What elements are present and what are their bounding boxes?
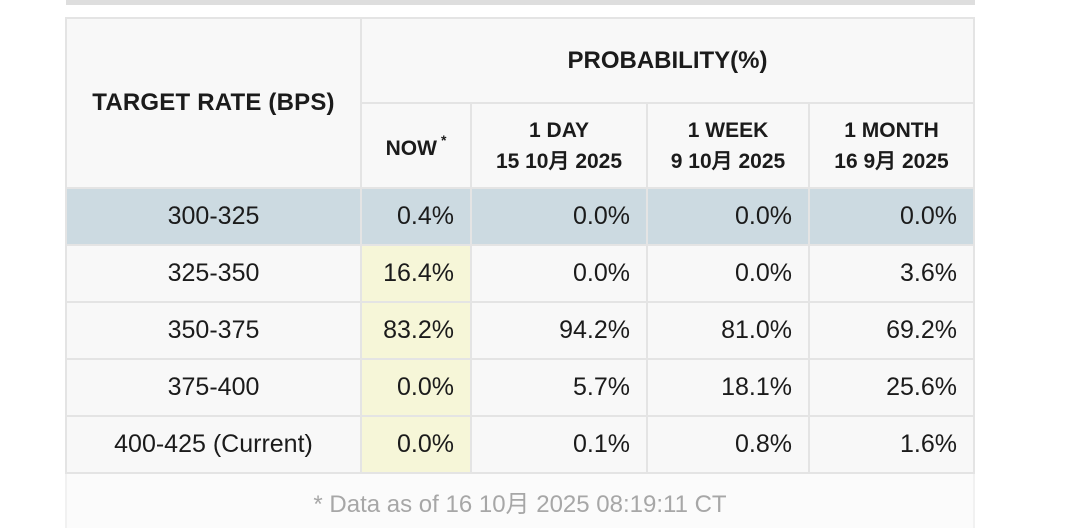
table-row-325-350: 325-350 16.4% 0.0% 0.0% 3.6% xyxy=(65,244,975,303)
asterisk-footnote-marker: * xyxy=(440,132,447,148)
now-label: NOW xyxy=(385,137,437,160)
1week-probability-cell: 81.0% xyxy=(646,301,810,360)
now-probability-cell: 83.2% xyxy=(360,301,472,360)
col-header-1month: 1 MONTH 16 9月 2025 xyxy=(808,102,975,189)
1month-probability-cell: 1.6% xyxy=(808,415,975,474)
1week-probability-cell: 0.0% xyxy=(646,244,810,303)
probability-header: PROBABILITY(%) xyxy=(360,17,975,104)
period-date: 16 9月 2025 xyxy=(834,149,949,173)
target-rate-header: TARGET RATE (BPS) xyxy=(65,17,362,189)
rate-range-cell: 325-350 xyxy=(65,244,362,303)
data-as-of-note: * Data as of 16 10月 2025 08:19:11 CT xyxy=(65,472,975,528)
1day-probability-cell: 5.7% xyxy=(470,358,648,417)
1month-probability-cell: 69.2% xyxy=(808,301,975,360)
1month-probability-cell: 3.6% xyxy=(808,244,975,303)
now-probability-cell: 16.4% xyxy=(360,244,472,303)
1day-probability-cell: 0.0% xyxy=(470,244,648,303)
col-header-1week: 1 WEEK 9 10月 2025 xyxy=(646,102,810,189)
cropped-element-edge xyxy=(66,0,975,5)
period-date: 15 10月 2025 xyxy=(495,149,623,173)
1week-probability-cell: 0.0% xyxy=(646,187,810,246)
rate-range-cell: 375-400 xyxy=(65,358,362,417)
1week-probability-cell: 0.8% xyxy=(646,415,810,474)
1month-probability-cell: 0.0% xyxy=(808,187,975,246)
period-date: 9 10月 2025 xyxy=(670,149,786,173)
1day-probability-cell: 0.0% xyxy=(470,187,648,246)
now-probability-cell: 0.0% xyxy=(360,358,472,417)
now-probability-cell: 0.0% xyxy=(360,415,472,474)
rate-range-cell: 300-325 xyxy=(65,187,362,246)
rate-probability-table: TARGET RATE (BPS) PROBABILITY(%) NOW * 1 … xyxy=(65,17,975,528)
rate-range-cell: 400-425 (Current) xyxy=(65,415,362,474)
footnote-row: * Data as of 16 10月 2025 08:19:11 CT xyxy=(65,472,975,528)
period-label: 1 DAY xyxy=(529,118,589,142)
table-row-400-425-current: 400-425 (Current) 0.0% 0.1% 0.8% 1.6% xyxy=(65,415,975,474)
1week-probability-cell: 18.1% xyxy=(646,358,810,417)
period-label: 1 WEEK xyxy=(687,118,769,142)
header-row-probability: TARGET RATE (BPS) PROBABILITY(%) xyxy=(65,17,975,189)
rate-range-cell: 350-375 xyxy=(65,301,362,360)
table-row-375-400: 375-400 0.0% 5.7% 18.1% 25.6% xyxy=(65,358,975,417)
1day-probability-cell: 94.2% xyxy=(470,301,648,360)
period-label: 1 MONTH xyxy=(844,118,939,142)
1day-probability-cell: 0.1% xyxy=(470,415,648,474)
table-row-350-375: 350-375 83.2% 94.2% 81.0% 69.2% xyxy=(65,301,975,360)
table-row-300-325: 300-325 0.4% 0.0% 0.0% 0.0% xyxy=(65,187,975,246)
now-probability-cell: 0.4% xyxy=(360,187,472,246)
col-header-1day: 1 DAY 15 10月 2025 xyxy=(470,102,648,189)
1month-probability-cell: 25.6% xyxy=(808,358,975,417)
header-row-periods: NOW * 1 DAY 15 10月 2025 1 WEEK 9 10月 2025 1… xyxy=(66,102,975,189)
col-header-now: NOW * xyxy=(360,102,472,189)
